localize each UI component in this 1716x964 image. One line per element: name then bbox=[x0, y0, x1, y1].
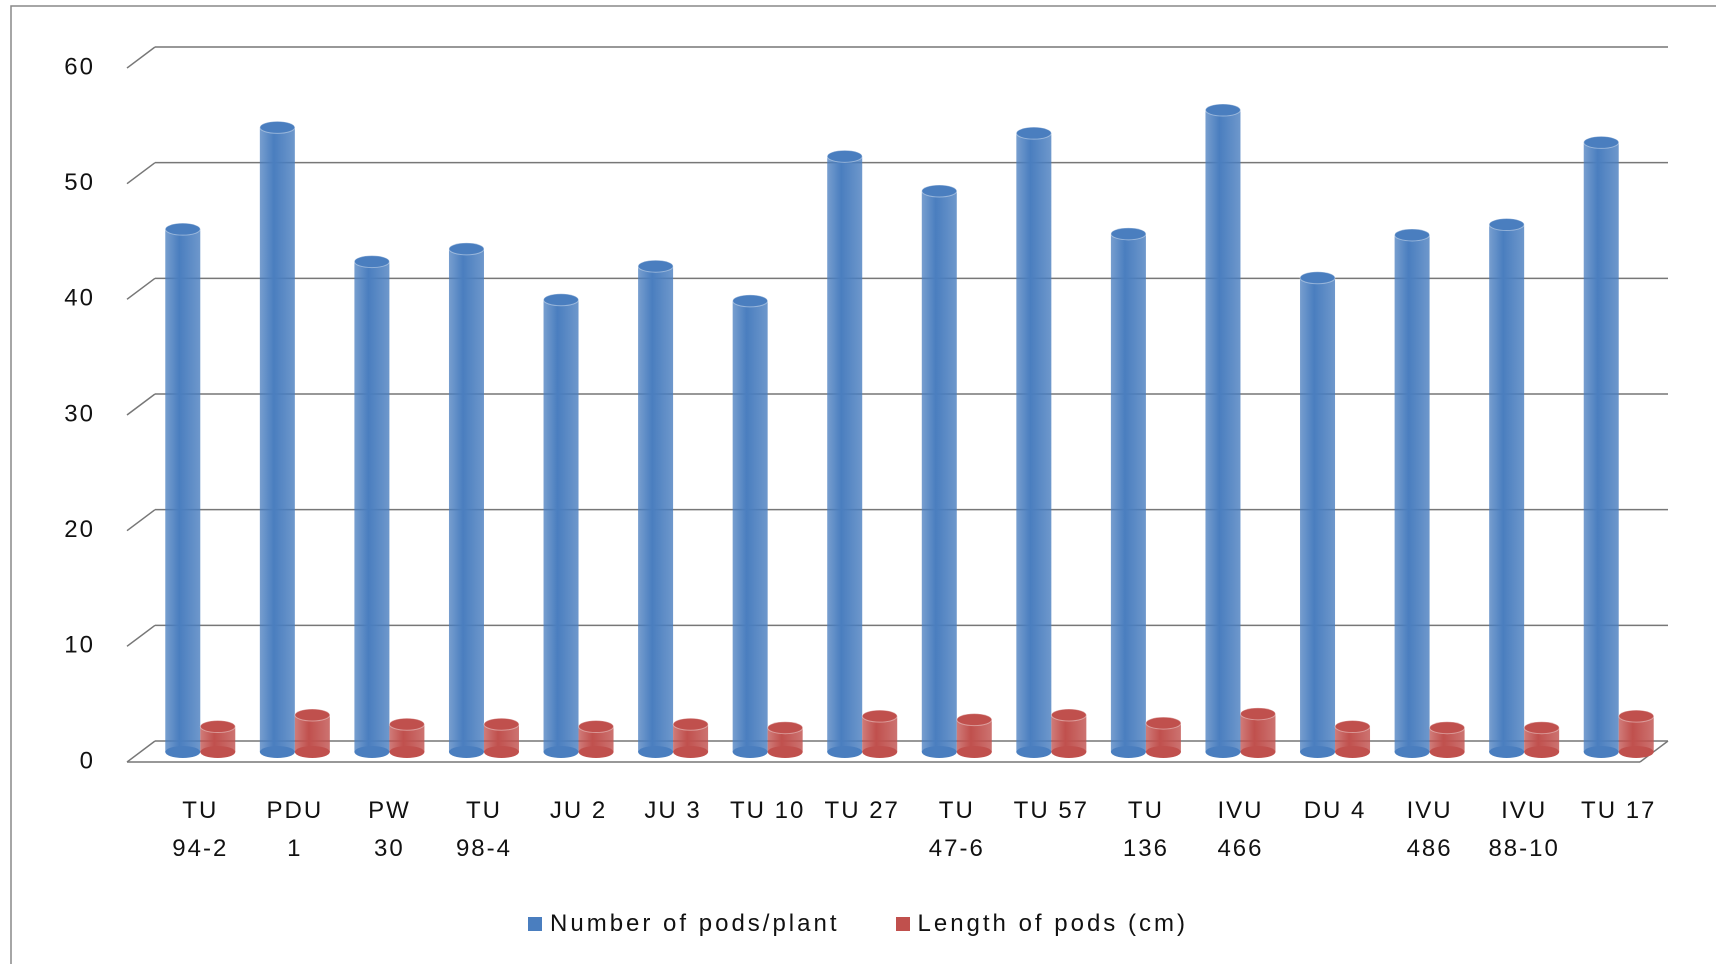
bar-cap bbox=[483, 717, 520, 731]
bar-cap bbox=[164, 222, 201, 236]
bar-cap bbox=[1239, 707, 1276, 721]
bar-cap bbox=[1429, 721, 1466, 735]
x-tick-label: IVU 466 bbox=[1217, 797, 1264, 862]
grid-line bbox=[126, 740, 156, 763]
bar bbox=[354, 261, 390, 752]
x-tick-label: TU 17 bbox=[1581, 797, 1657, 824]
bar-cap bbox=[1110, 227, 1147, 241]
bar bbox=[1205, 110, 1241, 753]
bar bbox=[1300, 277, 1336, 752]
x-tick-label: TU 47-6 bbox=[928, 797, 985, 862]
y-tick-label: 0 bbox=[80, 747, 95, 774]
y-tick-label: 40 bbox=[64, 285, 95, 312]
y-tick-label: 20 bbox=[64, 516, 95, 543]
bar-cap bbox=[1583, 135, 1620, 149]
bar bbox=[827, 156, 863, 753]
grid-line bbox=[126, 393, 156, 416]
bar-cap bbox=[1488, 218, 1525, 232]
bar-cap bbox=[767, 721, 804, 735]
bar bbox=[1016, 133, 1052, 752]
bar-cap bbox=[1334, 720, 1371, 734]
x-tick-label: JU 3 bbox=[644, 797, 702, 824]
x-tick-label: IVU 486 bbox=[1406, 797, 1453, 862]
bar bbox=[1240, 713, 1276, 752]
bar-cap bbox=[1523, 721, 1560, 735]
bar-cap bbox=[956, 713, 993, 727]
x-tick-label: TU 27 bbox=[824, 797, 900, 824]
bar bbox=[259, 127, 295, 752]
legend: Number of pods/plant Length of pods (cm) bbox=[0, 910, 1716, 938]
bar-cap bbox=[353, 255, 390, 269]
legend-swatch bbox=[895, 917, 910, 931]
bar-cap bbox=[826, 149, 863, 163]
bar-cap bbox=[1050, 708, 1087, 722]
bar-cap bbox=[1394, 228, 1431, 242]
bar-cap bbox=[578, 720, 615, 734]
bar bbox=[543, 299, 579, 752]
bar bbox=[732, 300, 768, 752]
bar bbox=[1110, 233, 1146, 752]
bar-cap bbox=[1015, 126, 1052, 140]
grid-line bbox=[126, 162, 156, 185]
y-tick-label: 30 bbox=[64, 400, 95, 427]
x-tick-label: TU 136 bbox=[1122, 797, 1169, 862]
floor-edge bbox=[1639, 740, 1669, 763]
legend-item: Length of pods (cm) bbox=[895, 910, 1188, 938]
bar bbox=[638, 266, 674, 752]
bar bbox=[1394, 234, 1430, 753]
x-tick-label: JU 2 bbox=[549, 797, 608, 824]
bar-cap bbox=[199, 720, 236, 734]
bar bbox=[921, 191, 957, 752]
bar bbox=[1583, 142, 1619, 753]
legend-label: Number of pods/plant bbox=[550, 910, 840, 937]
grid-line bbox=[126, 46, 156, 69]
x-tick-label: PDU 1 bbox=[266, 797, 324, 862]
bar-cap bbox=[861, 709, 898, 723]
bar-cap bbox=[259, 120, 296, 134]
grid-line bbox=[126, 624, 156, 647]
grid-line bbox=[126, 277, 156, 300]
x-tick-label: TU 57 bbox=[1013, 797, 1090, 824]
bar bbox=[1489, 224, 1525, 752]
grid-line bbox=[126, 509, 156, 532]
bar-cap bbox=[921, 184, 958, 198]
bar-cap bbox=[294, 708, 331, 722]
x-tick-label: IVU 88-10 bbox=[1488, 797, 1560, 862]
y-tick-label: 50 bbox=[64, 169, 95, 196]
bar bbox=[294, 714, 330, 752]
legend-item: Number of pods/plant bbox=[528, 910, 839, 938]
legend-label: Length of pods (cm) bbox=[917, 910, 1188, 937]
bar-cap bbox=[732, 294, 769, 308]
y-tick-label: 10 bbox=[64, 632, 95, 659]
x-tick-label: DU 4 bbox=[1303, 797, 1367, 824]
bar-cap bbox=[1618, 709, 1655, 723]
bar-cap bbox=[543, 293, 580, 307]
x-tick-label: TU 94-2 bbox=[172, 797, 229, 862]
bar-cap bbox=[637, 259, 674, 273]
x-tick-label: PW 30 bbox=[368, 797, 411, 862]
y-tick-label: 60 bbox=[64, 53, 95, 80]
x-tick-label: TU 98-4 bbox=[455, 797, 512, 862]
bar bbox=[1051, 714, 1087, 752]
bar-cap bbox=[1204, 103, 1241, 117]
bar-cap bbox=[448, 242, 485, 256]
bar bbox=[165, 229, 201, 753]
chart-border bbox=[10, 5, 1716, 964]
legend-swatch bbox=[528, 917, 543, 931]
x-tick-label: TU 10 bbox=[729, 797, 806, 824]
bar-cap bbox=[1299, 271, 1336, 285]
bar-cap bbox=[388, 717, 425, 731]
bar-cap bbox=[672, 717, 709, 731]
bar bbox=[448, 248, 484, 752]
bar-cap bbox=[1145, 716, 1182, 730]
